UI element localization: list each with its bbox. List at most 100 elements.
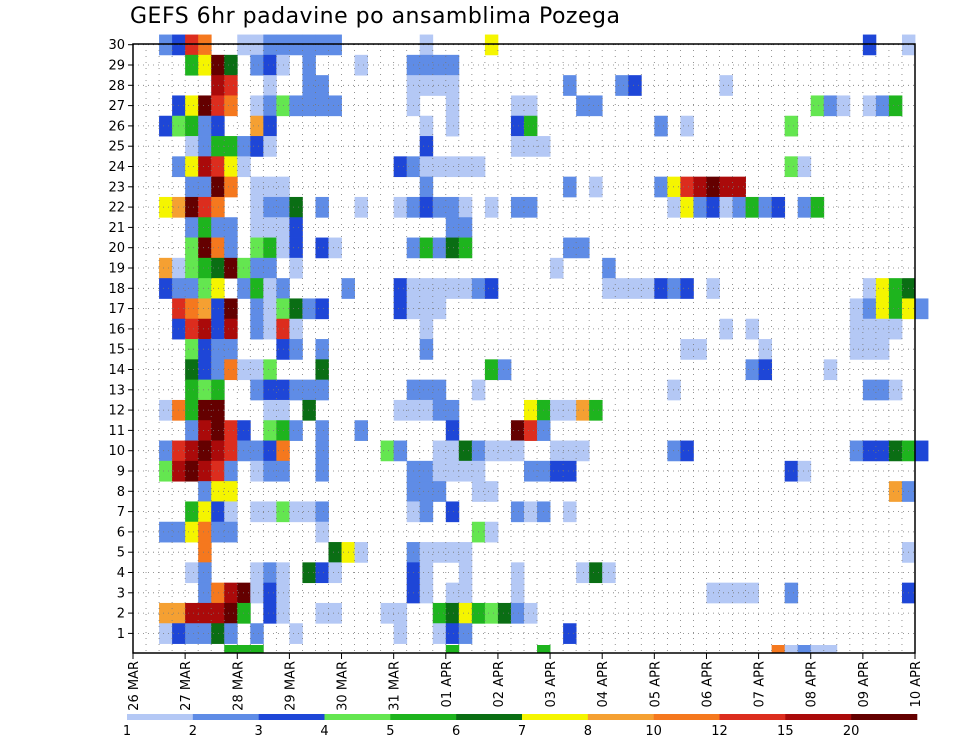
heatmap-cell — [198, 176, 212, 198]
heatmap-cell — [315, 75, 329, 96]
heatmap-cell — [732, 196, 746, 218]
colorbar-swatch — [522, 714, 589, 720]
x-tick-label: 08 APR — [805, 661, 820, 707]
heatmap-cell — [315, 521, 329, 543]
heatmap-cell — [875, 339, 890, 360]
heatmap-cell — [419, 379, 434, 401]
heatmap-cell — [810, 645, 825, 654]
heatmap-cell — [250, 501, 264, 523]
heatmap-cell — [263, 501, 277, 523]
heatmap-cell — [198, 156, 212, 178]
heatmap-cell — [250, 623, 264, 644]
y-tick-label: 17 — [108, 302, 125, 317]
heatmap-cell — [263, 420, 277, 441]
heatmap-cell — [250, 54, 264, 76]
heatmap-cell — [458, 562, 473, 584]
heatmap-cell — [524, 602, 538, 624]
heatmap-cell — [484, 278, 499, 299]
heatmap-cell — [537, 645, 551, 654]
heatmap-cell — [432, 75, 447, 96]
heatmap-cell — [263, 257, 277, 279]
heatmap-cell — [211, 481, 225, 502]
x-tick-label: 30 MAR — [336, 661, 351, 711]
heatmap-cell — [198, 501, 212, 523]
heatmap-cell — [458, 582, 473, 604]
heatmap-cell — [445, 399, 460, 421]
heatmap-cell — [198, 379, 212, 401]
heatmap-cell — [211, 136, 225, 157]
colorbar-label: 3 — [255, 724, 263, 739]
heatmap-cell — [849, 339, 864, 360]
heatmap-cell — [159, 460, 173, 482]
heatmap-cell — [224, 359, 238, 381]
heatmap-cell — [224, 623, 238, 644]
heatmap-cell — [315, 501, 329, 523]
y-tick-label: 13 — [108, 383, 125, 398]
heatmap-cell — [302, 54, 316, 76]
heatmap-cell — [432, 623, 447, 644]
heatmap-cell — [784, 115, 799, 137]
heatmap-cell — [510, 602, 525, 624]
heatmap-cell — [419, 481, 434, 502]
heatmap-cell — [224, 339, 238, 360]
heatmap-cell — [185, 156, 199, 178]
heatmap-cell — [393, 278, 408, 299]
heatmap-cell — [823, 359, 838, 381]
heatmap-cell — [497, 602, 512, 624]
heatmap-cell — [719, 582, 733, 604]
heatmap-cell — [315, 562, 329, 584]
heatmap-cell — [198, 481, 212, 502]
heatmap-cell — [211, 379, 225, 401]
heatmap-cell — [354, 54, 368, 76]
heatmap-cell — [224, 257, 238, 279]
heatmap-cell — [849, 298, 864, 320]
heatmap-cell — [680, 278, 694, 299]
heatmap-cell — [263, 602, 277, 624]
heatmap-cell — [224, 440, 238, 462]
heatmap-cell — [289, 339, 303, 360]
y-tick-label: 19 — [108, 262, 125, 277]
heatmap-cell — [680, 196, 694, 218]
heatmap-cell — [563, 623, 577, 644]
heatmap-cell — [250, 136, 264, 157]
y-tick-label: 21 — [108, 221, 125, 236]
heatmap-cell — [315, 196, 329, 218]
heatmap-cell — [263, 460, 277, 482]
heatmap-cell — [211, 176, 225, 198]
heatmap-cell — [211, 602, 225, 624]
heatmap-cell — [198, 196, 212, 218]
heatmap-cell — [289, 196, 303, 218]
heatmap-cell — [211, 623, 225, 644]
heatmap-cell — [224, 95, 238, 117]
heatmap-cell — [198, 623, 212, 644]
heatmap-cell — [354, 420, 368, 441]
heatmap-cell — [419, 34, 434, 56]
colorbar-swatch — [192, 714, 259, 720]
heatmap-cell — [250, 298, 264, 320]
heatmap-cell — [589, 399, 603, 421]
colorbar-swatch — [324, 714, 391, 720]
heatmap-cell — [862, 440, 877, 462]
heatmap-cell — [419, 75, 434, 96]
y-tick-label: 1 — [117, 627, 125, 642]
colorbar-label: 15 — [777, 724, 794, 739]
heatmap-cell — [250, 176, 264, 198]
heatmap-cell — [445, 196, 460, 218]
heatmap-cell — [185, 217, 199, 238]
heatmap-cell — [198, 257, 212, 279]
heatmap-cell — [185, 339, 199, 360]
y-tick-label: 24 — [108, 160, 125, 175]
heatmap-cell — [589, 176, 603, 198]
heatmap-cell — [563, 75, 577, 96]
colorbar-label: 4 — [320, 724, 328, 739]
heatmap-cell — [432, 54, 447, 76]
heatmap-cell — [745, 196, 759, 218]
heatmap-cell — [888, 318, 903, 340]
x-tick-label: 28 MAR — [231, 661, 246, 711]
heatmap-cell — [445, 420, 460, 441]
heatmap-cell — [328, 34, 342, 56]
heatmap-cell — [576, 95, 590, 117]
heatmap-cell — [458, 623, 473, 644]
heatmap-cell — [250, 115, 264, 137]
heatmap-cell — [380, 602, 395, 624]
